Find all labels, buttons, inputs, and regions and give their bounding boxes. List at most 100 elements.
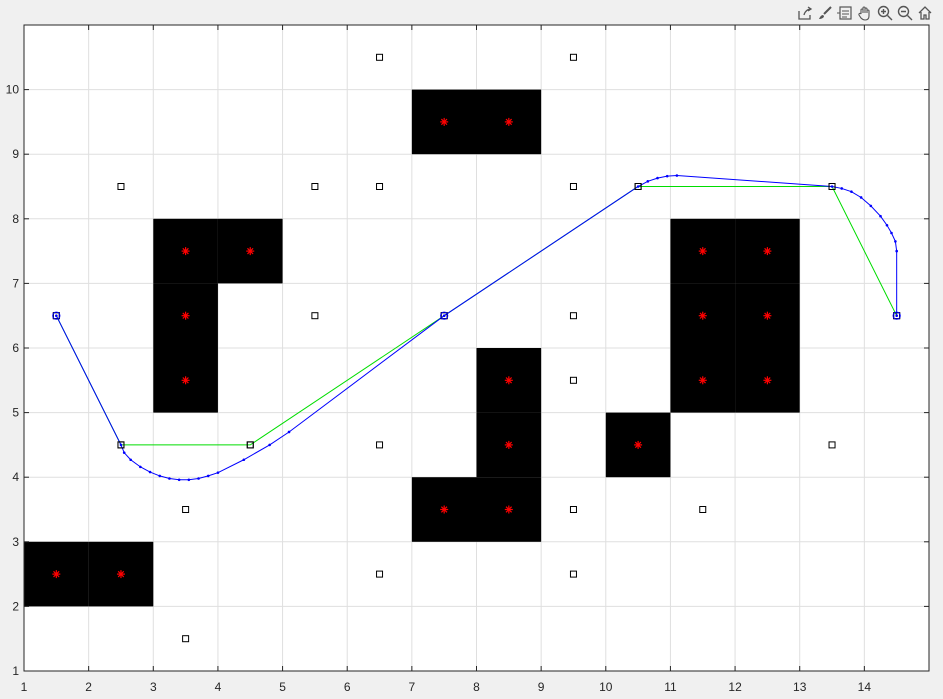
series-point [675, 174, 679, 177]
obstacle-marker [763, 311, 772, 320]
waypoint-marker [440, 312, 448, 320]
x-tick-label: 1 [21, 680, 28, 694]
series-point [268, 443, 271, 447]
x-tick-label: 11 [664, 680, 677, 694]
series-point [646, 180, 650, 183]
path-series [55, 174, 898, 482]
node-marker [569, 312, 577, 320]
obstacle-marker [504, 440, 513, 449]
node-marker [376, 441, 384, 449]
obstacle-marker [246, 247, 255, 256]
series-point [859, 196, 863, 199]
series-point [895, 249, 898, 253]
obstacle-marker-stroke [699, 312, 706, 319]
series-point [890, 231, 893, 235]
obstacle-marker-stroke [117, 570, 125, 578]
waypoint-ring [892, 311, 901, 320]
series-point [148, 470, 152, 474]
zoom-in-icon[interactable] [876, 4, 893, 21]
obstacle-marker-stroke [182, 377, 189, 384]
obstacle-marker [698, 311, 707, 320]
series-point [168, 477, 171, 480]
obstacle-marker-stroke [634, 441, 642, 449]
series-point [129, 458, 132, 462]
y-tick-label: 7 [12, 276, 19, 290]
obstacle-cells [24, 89, 800, 607]
obstacle-marker [504, 376, 513, 385]
x-tick-label: 13 [793, 680, 807, 694]
waypoint-marker [634, 183, 642, 190]
series-point [158, 474, 162, 478]
obstacle-marker-stroke [699, 377, 706, 384]
series-point [55, 314, 58, 318]
y-tick-label: 4 [12, 470, 19, 484]
export-icon[interactable] [796, 4, 813, 21]
x-tick-label: 10 [599, 680, 613, 694]
datatip-icon[interactable] [836, 4, 853, 21]
obstacle-marker [504, 505, 513, 514]
pan-icon[interactable] [856, 4, 873, 21]
obstacle-marker-stroke [440, 506, 448, 513]
y-tick-label: 2 [12, 599, 19, 613]
x-tick-label: 5 [279, 680, 286, 694]
series-point [206, 474, 210, 478]
obstacle-marker [763, 247, 772, 256]
y-tick-label: 3 [12, 535, 19, 549]
series-point [869, 204, 873, 208]
obstacle-marker-stroke [247, 247, 254, 255]
series-point [442, 314, 446, 318]
node-marker [376, 183, 384, 190]
y-tick-label: 8 [12, 212, 19, 226]
y-tick-label: 1 [12, 664, 19, 678]
obstacle-marker-stroke [505, 441, 513, 449]
node-marker [182, 635, 190, 643]
obstacle-marker [698, 376, 707, 385]
x-tick-label: 12 [728, 680, 742, 694]
obstacle-marker [440, 117, 449, 126]
obstacle-marker [504, 117, 513, 126]
node-marker [569, 183, 577, 190]
y-tick-label: 10 [6, 83, 20, 97]
brush-icon[interactable] [816, 4, 833, 21]
node-marker [828, 441, 836, 449]
waypoint-marker [828, 183, 836, 190]
node-marker [182, 506, 190, 513]
series-point [879, 214, 882, 218]
series-point [287, 430, 291, 434]
series-point [177, 478, 181, 482]
obstacle-marker [116, 570, 125, 579]
node-marker [569, 376, 577, 384]
obstacle-marker [634, 440, 643, 449]
waypoint-marker [117, 441, 125, 449]
series-point [216, 471, 220, 474]
x-tick-label: 9 [538, 680, 545, 694]
node-marker [376, 53, 384, 61]
y-tick-label: 9 [12, 147, 19, 161]
node-marker [311, 183, 319, 190]
home-icon[interactable] [916, 4, 933, 21]
obstacle-marker [181, 311, 190, 320]
obstacle-marker [52, 570, 61, 579]
obstacle-marker-stroke [182, 312, 189, 319]
series-point [139, 465, 142, 469]
obstacle-marker-stroke [764, 312, 771, 319]
node-marker [569, 53, 577, 61]
node-marker [311, 312, 319, 320]
series-point [665, 174, 669, 178]
waypoint-marker [52, 312, 60, 320]
obstacle-marker-stroke [440, 118, 448, 126]
x-tick-label: 14 [858, 680, 872, 694]
x-tick-label: 2 [85, 680, 92, 694]
zoom-out-icon[interactable] [896, 4, 913, 21]
series-point [656, 176, 659, 180]
node-marker [569, 506, 577, 513]
series-point [187, 478, 191, 482]
obstacle-marker [440, 505, 449, 514]
node-marker [569, 570, 577, 578]
series-point [119, 443, 123, 447]
y-tick-label: 5 [12, 406, 19, 420]
series-point [197, 477, 200, 480]
series-point [636, 185, 640, 188]
